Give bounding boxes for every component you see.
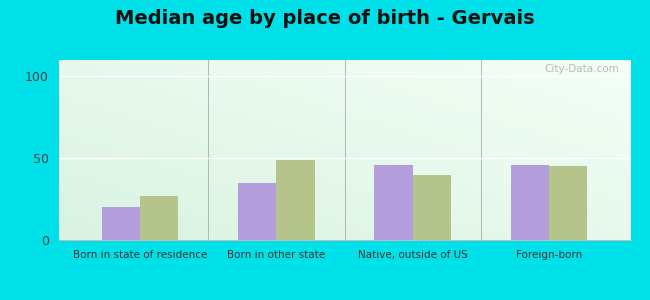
Bar (239, 183, 276, 240)
Text: Median age by place of birth - Gervais: Median age by place of birth - Gervais (115, 9, 535, 28)
Text: City-Data.com: City-Data.com (544, 64, 619, 74)
Bar (102, 207, 140, 240)
Bar (549, 167, 587, 240)
Bar (374, 165, 413, 240)
Bar (413, 175, 450, 240)
Bar (140, 196, 178, 240)
Bar (511, 165, 549, 240)
Bar (276, 160, 315, 240)
